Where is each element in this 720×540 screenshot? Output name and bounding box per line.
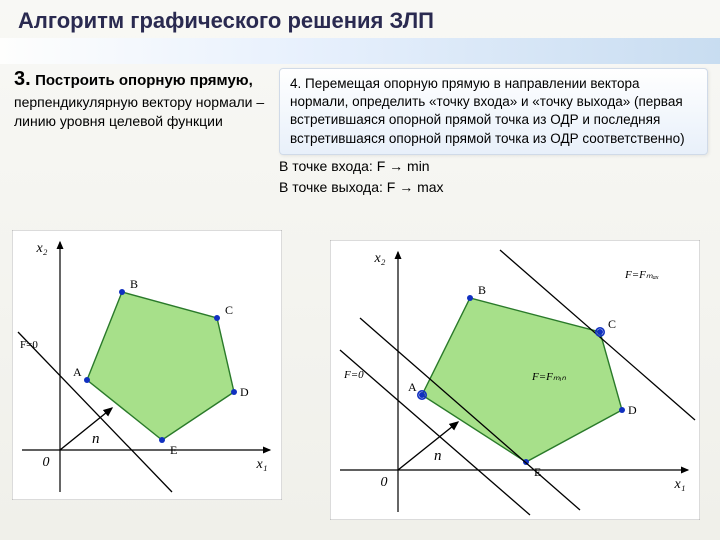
step4-box: 4. Перемещая опорную прямую в направлени… xyxy=(279,68,708,155)
svg-text:D: D xyxy=(240,385,249,399)
svg-text:A: A xyxy=(73,365,82,379)
chart-left: 0 x₁ x₂ A B C D En⃗ F=0 xyxy=(12,230,282,500)
svg-text:B: B xyxy=(130,277,138,291)
svg-text:D: D xyxy=(628,403,637,417)
step4-line1: В точке входа: F → min xyxy=(279,157,708,177)
step3-number: 3. xyxy=(14,68,31,90)
step4-line2: В точке выхода: F → max xyxy=(279,178,708,198)
svg-text:F=Fₘᵢₙ: F=Fₘᵢₙ xyxy=(531,371,566,383)
svg-text:A: A xyxy=(408,380,417,394)
svg-text:F=Fₘₐₓ: F=Fₘₐₓ xyxy=(624,269,659,281)
svg-text:0: 0 xyxy=(381,475,388,490)
content-row: 3. Построить опорную прямую, перпендикул… xyxy=(0,68,720,198)
header-decoration xyxy=(0,38,720,64)
svg-text:x₂: x₂ xyxy=(35,241,47,256)
svg-text:n⃗: n⃗ xyxy=(92,431,111,447)
svg-text:x₁: x₁ xyxy=(255,457,267,472)
page-title: Алгоритм графического решения ЗЛП xyxy=(18,8,434,34)
chart-right: 0 x₁ x₂ A B C D En⃗ F=0 F=Fₘᵢₙ F=Fₘₐₓ xyxy=(330,240,700,520)
svg-text:E: E xyxy=(534,465,541,479)
svg-text:C: C xyxy=(608,317,616,331)
step3-block: 3. Построить опорную прямую, перпендикул… xyxy=(14,68,267,131)
svg-text:n⃗: n⃗ xyxy=(434,448,453,464)
svg-text:x₂: x₂ xyxy=(373,251,385,266)
svg-text:0: 0 xyxy=(43,455,50,470)
svg-text:C: C xyxy=(225,303,233,317)
svg-text:F=0: F=0 xyxy=(20,339,38,351)
left-column: 3. Построить опорную прямую, перпендикул… xyxy=(0,68,275,198)
svg-text:F=0: F=0 xyxy=(343,369,364,381)
step3-rest-text: перпендикулярную вектору нормали – линию… xyxy=(14,93,267,131)
svg-text:B: B xyxy=(478,283,486,297)
right-column: 4. Перемещая опорную прямую в направлени… xyxy=(275,68,720,198)
svg-text:x₁: x₁ xyxy=(673,477,685,492)
step3-bold-text: Построить опорную прямую, xyxy=(35,72,253,89)
svg-text:E: E xyxy=(170,443,177,457)
